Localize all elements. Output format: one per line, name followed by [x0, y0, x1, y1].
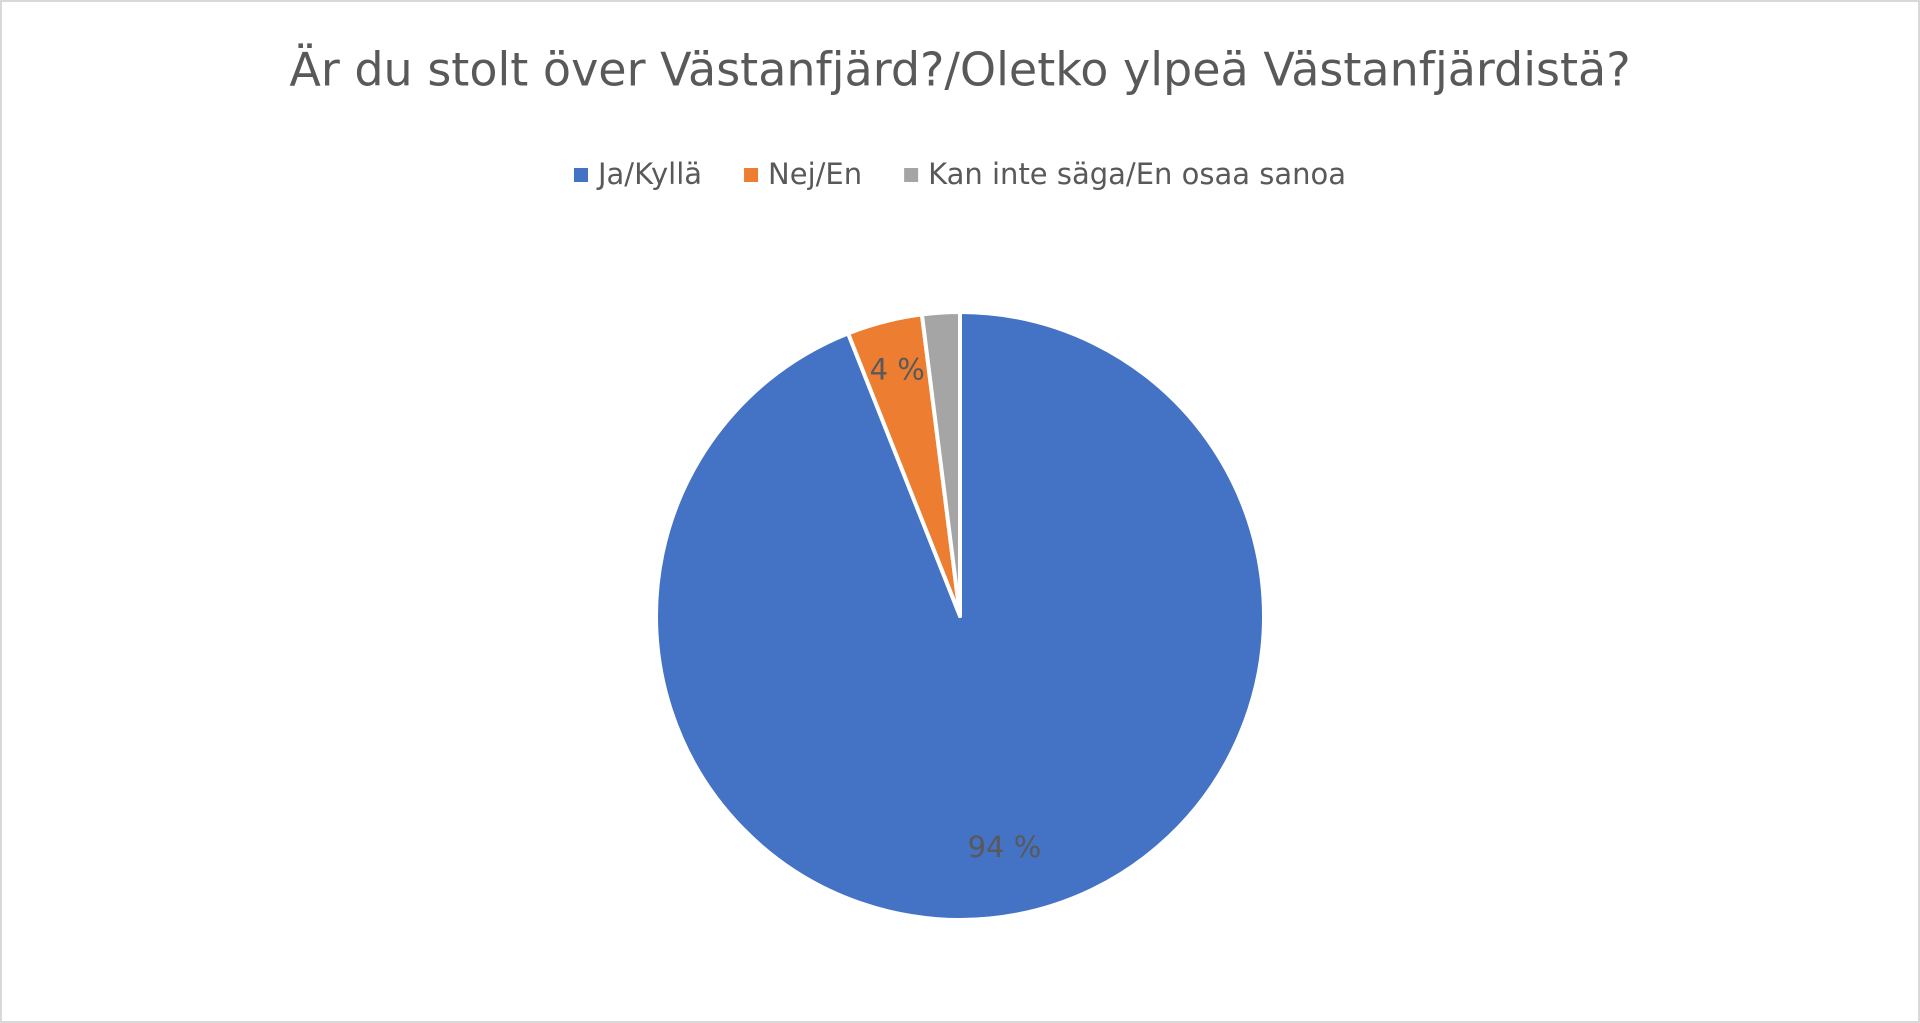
- legend-marker: [744, 168, 759, 182]
- legend-marker: [573, 168, 588, 182]
- chart-title: Är du stolt över Västanfjärd?/Oletko ylp…: [289, 43, 1630, 97]
- pie-slice: [919, 310, 962, 618]
- legend-label: Nej/En: [768, 157, 862, 191]
- legend-label: Ja/Kyllä: [596, 157, 702, 191]
- legend-label: Kan inte säga/En osaa sanoa: [928, 157, 1346, 191]
- data-label: 94 %: [968, 830, 1042, 864]
- data-label: 4 %: [870, 353, 925, 387]
- legend-marker: [904, 168, 919, 182]
